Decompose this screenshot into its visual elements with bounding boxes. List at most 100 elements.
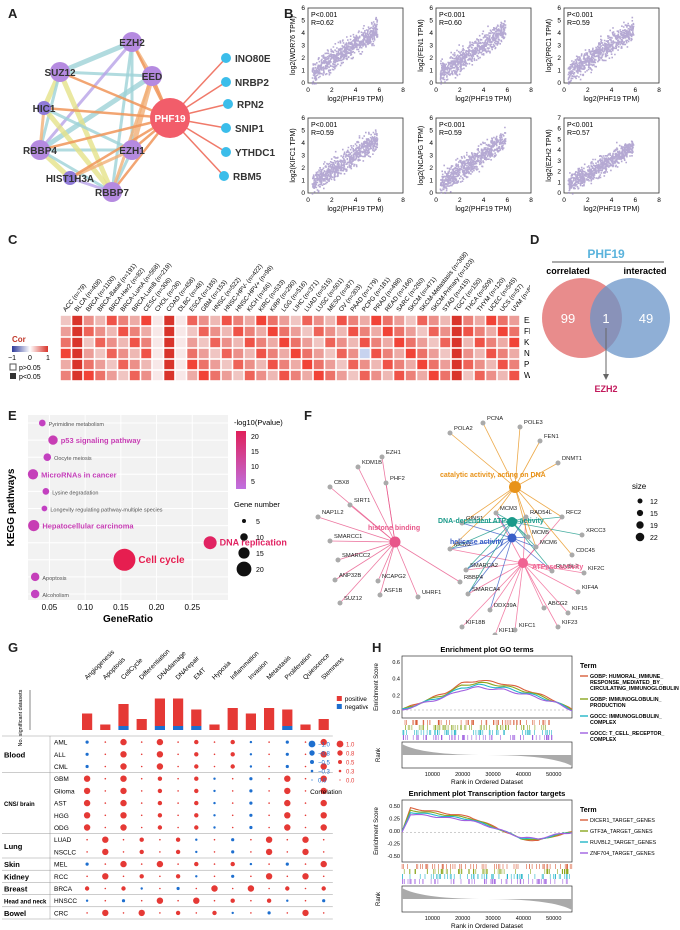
correlation-dot [194, 764, 199, 769]
scatter-x-tick: 8 [529, 87, 533, 94]
go-gene-label: SMARCA2 [470, 563, 498, 569]
go-gene-label: SUZ12 [344, 596, 362, 602]
scatter-y-label: log2(PRC1 TPM) [546, 19, 553, 72]
correlation-dot [140, 863, 143, 865]
go-gene-label: UHRF1 [422, 590, 441, 596]
ppi-node [122, 140, 142, 160]
correlation-dot [213, 875, 216, 878]
correlation-dot [140, 753, 143, 756]
go-gene-label: MCM6 [540, 540, 557, 546]
scatter-y-tick: 3 [557, 158, 561, 165]
heatmap-cell [348, 370, 359, 381]
kegg-pathway-label: DNA replication [220, 538, 287, 548]
gsea-legend-term-line: GTF3A_TARGET_GENES [590, 829, 653, 835]
heatmap-cell [382, 326, 393, 337]
venn-diagram: PHF19 correlated interacted 99 1 49 EZH2 [542, 247, 670, 394]
heatmap-cell [486, 315, 497, 326]
correlation-dot [304, 741, 307, 743]
corr-legend-pos: 0.8 [346, 752, 355, 758]
kegg-x-tick: 0.10 [77, 603, 93, 612]
gsea-legend-term-line: GOCC: T_CELL_RECEPTOR_ [590, 731, 664, 737]
heatmap-cell [302, 370, 313, 381]
ppi-node-label: INO80E [235, 54, 271, 65]
ppi-node-label: NRBP2 [235, 78, 269, 89]
state-label: Angiogenesis [84, 648, 117, 681]
scatter-x-tick: 2 [586, 197, 590, 204]
gsea-x-tick: 30000 [485, 772, 500, 778]
cancer-row-label: AML [54, 740, 68, 747]
correlation-dot [231, 777, 234, 780]
correlation-dot [139, 849, 144, 855]
heatmap-cell [141, 370, 152, 381]
corr-legend-dot [336, 740, 344, 748]
scatter-y-label: log2(WDR76 TPM) [290, 16, 297, 75]
kegg-pathway-label: MicroRNAs in cancer [41, 470, 117, 479]
kegg-pathway-label: Pyrimidine metabolism [49, 422, 105, 428]
heatmap-cell [451, 348, 462, 359]
gsea-legend-term: GOBP: IMMUNOGLOBULIN_ PRODUCTION [590, 697, 662, 709]
heatmap-cell [290, 348, 301, 359]
go-gene-node [512, 627, 518, 633]
correlation-dot [286, 912, 289, 914]
heatmap-cell [405, 370, 416, 381]
heatmap-cell [371, 370, 382, 381]
heatmap-cell [72, 337, 83, 348]
heatmap-cell [267, 370, 278, 381]
heatmap-cell [382, 370, 393, 381]
gsea-y-tick: 0.50 [389, 804, 400, 810]
gsea-y-tick: 0.00 [389, 829, 400, 835]
cancer-row-label: ODG [54, 825, 69, 832]
gsea-hit-ticks [402, 735, 553, 740]
heatmap-cell [72, 326, 83, 337]
correlation-dot [104, 826, 107, 829]
size-legend-dot [240, 533, 248, 541]
correlation-dot [249, 813, 253, 817]
correlation-dot [284, 812, 291, 819]
heatmap-cell [72, 370, 83, 381]
bar-positive [191, 709, 202, 726]
go-gene-node [379, 454, 385, 460]
scatter-y-tick: 7 [557, 115, 561, 122]
correlation-dot [320, 860, 327, 868]
heatmap-cell [244, 370, 255, 381]
go-edge [511, 521, 553, 572]
scatter-y-tick: 2 [301, 55, 305, 62]
cancer-row-label: LUAD [54, 837, 72, 844]
go-edge [385, 482, 396, 543]
ppi-edge [39, 148, 113, 194]
go-edge [522, 562, 559, 628]
size-legend-tick: 20 [256, 567, 264, 574]
cancer-row-label: GBM [54, 776, 69, 783]
corr-legend-pos: 1.0 [346, 743, 355, 749]
gsea-legend-term-line: ZNF704_TARGET_GENES [590, 851, 655, 857]
correlation-dot [213, 899, 216, 902]
go-gene-label: DNMT1 [562, 456, 582, 462]
go-gene-node [332, 577, 338, 583]
kegg-pathway-label: Hepatocellular carcinoma [42, 522, 134, 531]
heatmap-cell [198, 348, 209, 359]
correlation-dot [320, 751, 327, 758]
go-gene-node [555, 624, 561, 630]
ppi-node-label: HIST1H3A [46, 174, 94, 185]
correlation-dot [231, 814, 234, 817]
correlation-dot [85, 862, 89, 866]
correlation-dot [83, 787, 91, 795]
heatmap-cell [440, 348, 451, 359]
correlation-dot [159, 851, 161, 853]
correlation-dot [268, 826, 270, 829]
scatter-x-tick: 6 [505, 87, 509, 94]
heatmap-row-label: EZH2 [524, 316, 530, 325]
bar-positive [82, 713, 93, 730]
heatmap-cell [348, 337, 359, 348]
scatter-r-value: R=0.62 [311, 20, 334, 27]
heatmap-cell [106, 337, 117, 348]
heatmap-cell [118, 359, 129, 370]
correlation-dot [175, 910, 181, 916]
correlation-dot [194, 800, 199, 806]
correlation-dot [250, 851, 252, 853]
ppi-edge [110, 41, 134, 193]
bar-positive [245, 713, 256, 730]
go-gene-node [555, 460, 561, 466]
ppi-node [221, 53, 231, 63]
gsea-curve [401, 813, 573, 840]
